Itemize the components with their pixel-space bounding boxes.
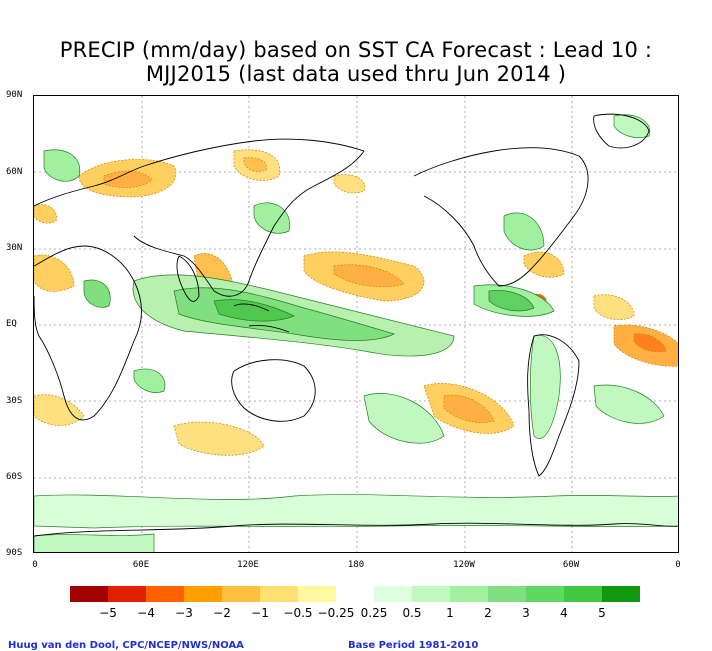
- dry-anomaly-patches: [34, 149, 678, 456]
- lon-label-120e: 120E: [237, 560, 259, 570]
- colorbar-label: 5: [598, 606, 606, 620]
- colorbar-label: −4: [137, 606, 155, 620]
- colorbar-swatch: [602, 586, 640, 602]
- colorbar-swatch: [374, 586, 412, 602]
- colorbar-label: 4: [560, 606, 568, 620]
- colorbar-label: 0.5: [402, 606, 422, 620]
- lat-label-eq: EQ: [6, 319, 17, 329]
- map-panel: [33, 95, 679, 553]
- colorbar-swatch: [336, 586, 374, 602]
- lon-label-0-right: 0: [675, 560, 681, 570]
- colorbar-label: −1: [251, 606, 269, 620]
- colorbar-swatch: [70, 586, 108, 602]
- colorbar-swatch: [450, 586, 488, 602]
- lon-label-60e: 60E: [132, 560, 150, 570]
- footer-credit: Huug van den Dool, CPC/NCEP/NWS/NOAA: [8, 640, 244, 651]
- lat-label-60n: 60N: [6, 167, 23, 177]
- colorbar: [70, 586, 640, 602]
- footer-base-period: Base Period 1981-2010: [348, 640, 479, 651]
- colorbar-swatch: [222, 586, 260, 602]
- lon-label-180: 180: [347, 560, 365, 570]
- colorbar-swatch: [298, 586, 336, 602]
- chart-title-line1: PRECIP (mm/day) based on SST CA Forecast…: [59, 38, 653, 62]
- lon-label-0: 0: [32, 560, 38, 570]
- precip-map: [34, 96, 678, 552]
- colorbar-swatch: [108, 586, 146, 602]
- colorbar-swatch: [488, 586, 526, 602]
- colorbar-label: 0.25: [360, 606, 388, 620]
- colorbar-swatch: [146, 586, 184, 602]
- colorbar-label: −0.25: [317, 606, 355, 620]
- colorbar-label: −0.5: [283, 606, 313, 620]
- colorbar-label: −3: [175, 606, 193, 620]
- colorbar-swatch: [564, 586, 602, 602]
- coastlines: [34, 113, 678, 537]
- colorbar-swatch: [260, 586, 298, 602]
- lat-label-30s: 30S: [6, 396, 23, 406]
- chart-title-line2: MJJ2015 (last data used thru Jun 2014 ): [145, 62, 567, 86]
- colorbar-swatch: [526, 586, 564, 602]
- colorbar-label: −2: [213, 606, 231, 620]
- lat-label-90s: 90S: [6, 548, 23, 558]
- lat-label-30n: 30N: [6, 243, 23, 253]
- lat-label-90n: 90N: [6, 90, 23, 100]
- colorbar-label: 3: [522, 606, 530, 620]
- colorbar-swatch: [412, 586, 450, 602]
- colorbar-label: 2: [484, 606, 492, 620]
- wet-anomaly-patches: [34, 114, 678, 552]
- lon-label-120w: 120W: [453, 560, 475, 570]
- colorbar-swatch: [184, 586, 222, 602]
- lat-label-60s: 60S: [6, 472, 23, 482]
- colorbar-label: −5: [99, 606, 117, 620]
- colorbar-label: 1: [446, 606, 454, 620]
- lon-label-60w: 60W: [562, 560, 580, 570]
